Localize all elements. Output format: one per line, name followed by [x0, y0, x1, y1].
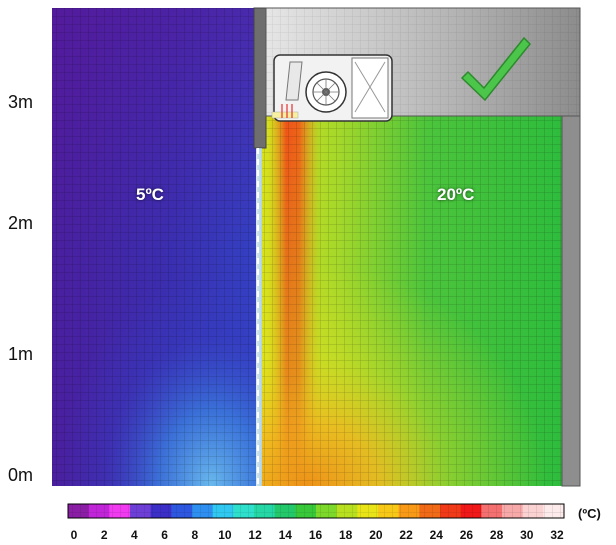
outside-temperature-label: 5ºC [136, 185, 164, 204]
scale-tick-label: 6 [161, 528, 168, 542]
scale-unit-label: (ºC) [578, 506, 601, 521]
inside-temperature-label: 20ºC [437, 185, 475, 204]
scale-tick-label: 32 [550, 528, 564, 542]
scale-tick-label: 2 [100, 528, 108, 542]
temperature-scale [67, 503, 565, 519]
scale-tick-label: 8 [191, 528, 199, 542]
scale-tick-label: 14 [278, 528, 292, 542]
scale-tick-label: 20 [369, 528, 383, 542]
scale-tick-label: 22 [399, 528, 413, 542]
outside-zone [52, 8, 256, 486]
scale-tick-label: 26 [459, 528, 474, 542]
scale-tick-label: 0 [70, 528, 78, 542]
y-label-3m: 3m [8, 92, 34, 112]
scale-tick-label: 24 [429, 528, 443, 542]
fan-coil-unit-icon [271, 54, 393, 122]
scale-tick-label: 12 [248, 528, 262, 542]
y-label-1m: 1m [8, 344, 34, 364]
scale-tick-label: 28 [489, 528, 504, 542]
inside-zone [262, 116, 562, 486]
interior-wall [561, 115, 581, 487]
scale-tick-label: 16 [308, 528, 323, 542]
checkmark-icon [460, 36, 532, 102]
scale-tick-label: 4 [131, 528, 138, 542]
y-label-0m: 0m [8, 465, 34, 485]
scale-tick-label: 10 [218, 528, 232, 542]
scale-tick-label: 18 [339, 528, 353, 542]
scale-tick-label: 30 [520, 528, 534, 542]
y-label-2m: 2m [8, 213, 34, 233]
